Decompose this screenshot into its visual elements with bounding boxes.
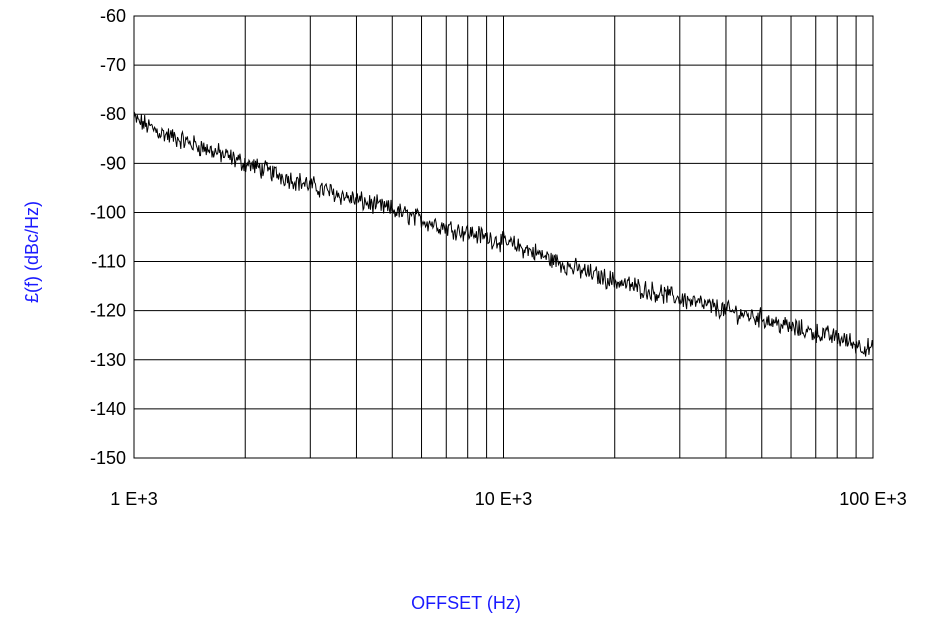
y-axis-label: £(f) (dBc/Hz) (22, 201, 42, 303)
grid (133, 15, 874, 459)
y-tick-label: -60 (100, 6, 126, 26)
y-tick-label: -70 (100, 55, 126, 75)
y-tick-label: -100 (90, 202, 126, 222)
series-line (133, 111, 874, 357)
tick-labels: -60 -70 -80 -90 -100 -110 -120 -130 -140 -150 1 E+… (90, 6, 907, 509)
x-axis-label: OFFSET (Hz) (411, 593, 521, 613)
y-tick-label: -80 (100, 104, 126, 124)
y-tick-label: -150 (90, 448, 126, 468)
y-tick-label: -130 (90, 350, 126, 370)
x-tick-label: 1 E+3 (110, 489, 158, 509)
plot-area (133, 15, 874, 459)
y-tick-label: -140 (90, 399, 126, 419)
y-tick-label: -120 (90, 301, 126, 321)
x-tick-label: 100 E+3 (839, 489, 907, 509)
y-tick-label: -90 (100, 153, 126, 173)
x-tick-label: 10 E+3 (475, 489, 533, 509)
y-tick-label: -110 (91, 252, 126, 272)
